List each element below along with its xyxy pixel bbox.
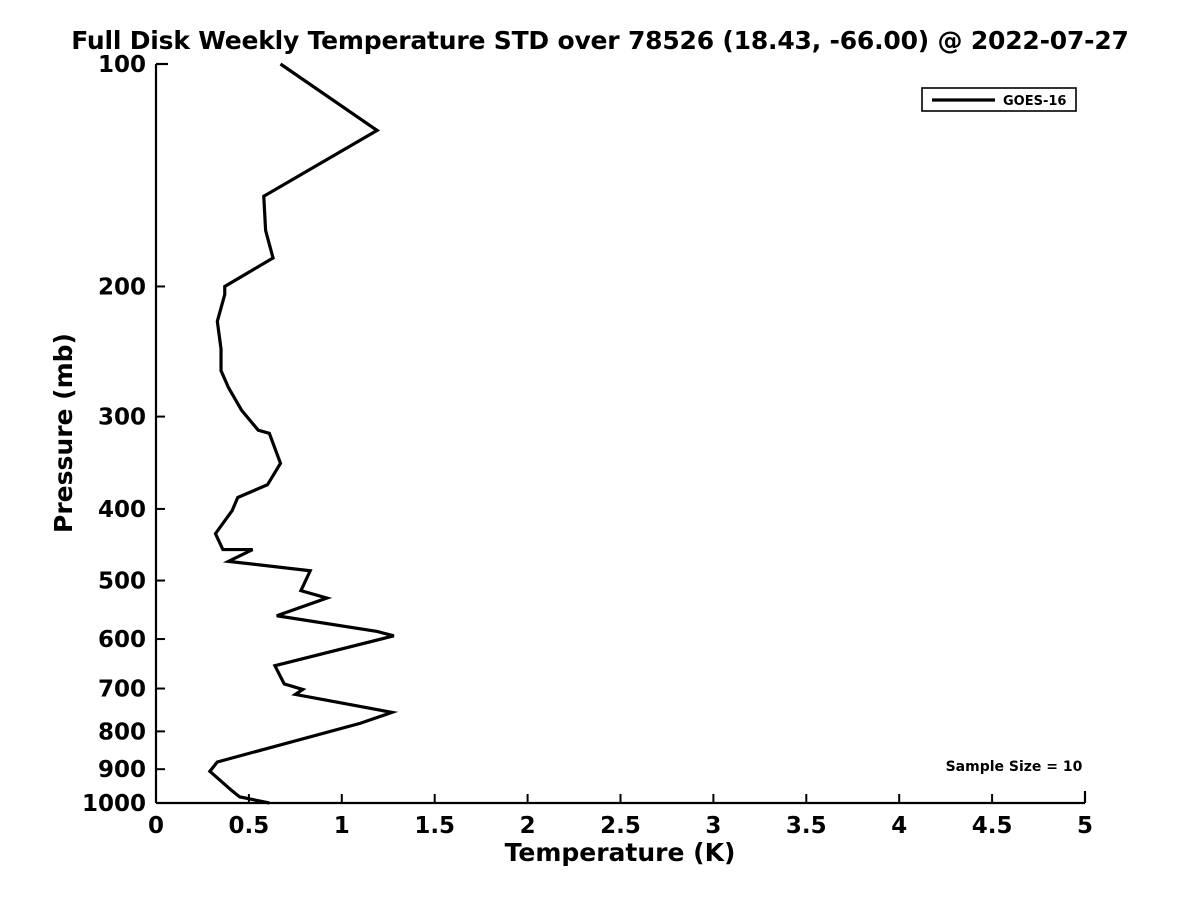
x-tick-label-0: 0 [148, 813, 164, 839]
x-tick-labels: 0 0.5 1 1.5 2 2.5 3 3.5 4 4.5 5 [148, 813, 1093, 839]
x-tick-label-0.5: 0.5 [229, 813, 270, 839]
axis-spines [154, 62, 1087, 805]
x-tick-label-1: 1 [334, 813, 350, 839]
legend-box [921, 87, 1077, 112]
y-tick-label-200: 200 [98, 274, 146, 300]
chart-title: Full Disk Weekly Temperature STD over 78… [71, 26, 1129, 55]
y-tick-label-100: 100 [98, 52, 146, 78]
y-tick-label-1000: 1000 [82, 791, 146, 817]
x-tick-label-3.5: 3.5 [786, 813, 827, 839]
legend: GOES-16 [921, 87, 1077, 112]
data-series-group [207, 62, 399, 805]
y-tick-label-300: 300 [98, 405, 146, 431]
x-tick-label-5: 5 [1077, 813, 1093, 839]
y-tick-label-500: 500 [98, 569, 146, 595]
y-tick-marks [156, 63, 165, 804]
y-tick-label-800: 800 [98, 719, 146, 745]
legend-label-goes-16: GOES-16 [1003, 94, 1066, 109]
sample-size-annotation: Sample Size = 10 [946, 759, 1083, 775]
x-tick-label-4: 4 [891, 813, 907, 839]
y-tick-label-900: 900 [98, 757, 146, 783]
y-tick-label-600: 600 [98, 627, 146, 653]
y-tick-labels: 100 200 300 400 500 600 700 800 900 1000 [82, 52, 146, 817]
x-axis-title: Temperature (K) [505, 838, 736, 867]
y-tick-label-400: 400 [98, 497, 146, 523]
y-axis-title: Pressure (mb) [49, 333, 78, 533]
x-tick-label-3: 3 [705, 813, 721, 839]
x-tick-marks [155, 794, 1086, 803]
series-line-goes-16 [207, 62, 399, 805]
x-tick-label-4.5: 4.5 [972, 813, 1013, 839]
y-tick-label-700: 700 [98, 677, 146, 703]
x-tick-label-2: 2 [520, 813, 536, 839]
x-tick-label-2.5: 2.5 [600, 813, 641, 839]
x-tick-label-1.5: 1.5 [414, 813, 455, 839]
